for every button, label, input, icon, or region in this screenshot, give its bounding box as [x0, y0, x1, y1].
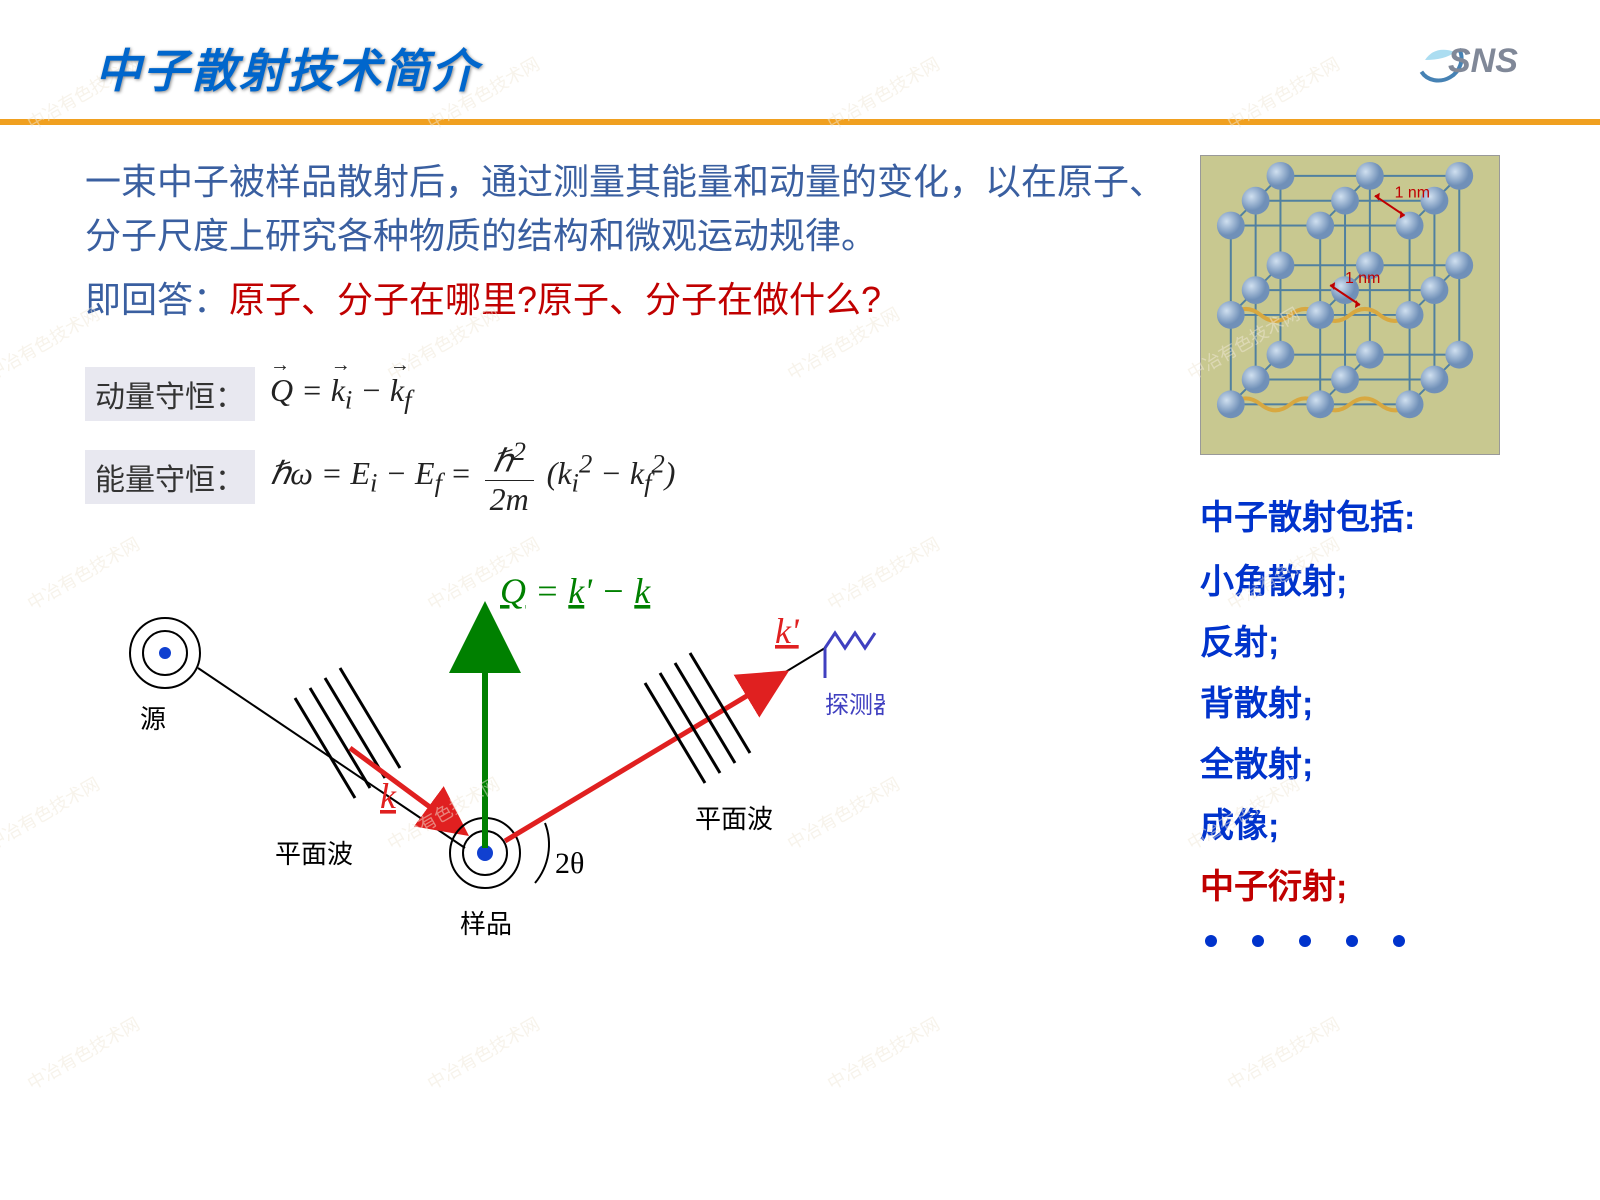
question-text: 原子、分子在哪里?原子、分子在做什么? [229, 279, 881, 320]
planewave-label-right: 平面波 [695, 804, 773, 834]
k-in-label: k [380, 776, 397, 816]
methods-list: 小角散射; 反射; 背散射; 全散射; 成像; 中子衍射; [1200, 554, 1540, 908]
slide-title: 中子散射技术简介 [95, 35, 1600, 101]
planewave-label-left: 平面波 [275, 839, 353, 869]
dot-icon [1299, 935, 1311, 947]
dot-icon [1252, 935, 1264, 947]
dots-row [1200, 920, 1540, 947]
watermark: 中冶有色技术网 [422, 1010, 544, 1096]
momentum-formula: Q = ki − kf [270, 372, 412, 415]
dot-icon [1393, 935, 1405, 947]
source-label: 源 [140, 704, 166, 734]
watermark: 中冶有色技术网 [822, 1010, 944, 1096]
k-out-label: k' [775, 611, 800, 651]
method-item-highlighted: 中子衍射; [1200, 859, 1540, 908]
momentum-label: 动量守恒： [85, 367, 255, 421]
method-item: 背散射; [1200, 676, 1540, 725]
method-item: 成像; [1200, 798, 1540, 847]
question-row: 即回答：原子、分子在哪里?原子、分子在做什么? [85, 273, 1170, 327]
dot-icon [1346, 935, 1358, 947]
angle-label: 2θ [555, 847, 584, 880]
lattice-label-2: 1 nm [1345, 270, 1380, 287]
sample-label: 样品 [460, 909, 512, 939]
lattice-diagram: 1 nm 1 nm [1200, 155, 1500, 455]
energy-conservation: 能量守恒： ℏω = Ei − Ef = ℏ22m (ki2 − kf2) [85, 436, 1170, 518]
detector-label: 探测器 [825, 692, 885, 719]
watermark: 中冶有色技术网 [1222, 1010, 1344, 1096]
momentum-conservation: 动量守恒： Q = ki − kf [85, 367, 1170, 421]
q-formula: Q = k' − k [500, 571, 651, 611]
energy-label: 能量守恒： [85, 450, 255, 504]
dot-icon [1205, 935, 1217, 947]
method-item: 反射; [1200, 615, 1540, 664]
scattering-diagram: 源 平面波 k 样品 Q = k' − [85, 553, 885, 953]
intro-text: 一束中子被样品散射后，通过测量其能量和动量的变化，以在原子、分子尺度上研究各种物… [85, 155, 1170, 263]
header: 中子散射技术简介 SNS [0, 0, 1600, 101]
methods-title: 中子散射包括: [1200, 490, 1540, 539]
energy-formula: ℏω = Ei − Ef = ℏ22m (ki2 − kf2) [270, 436, 675, 518]
sns-logo: SNS [1410, 30, 1550, 90]
question-label: 即回答： [85, 279, 229, 320]
svg-text:SNS: SNS [1448, 42, 1518, 80]
planewave-right [645, 653, 750, 783]
formulas: 动量守恒： Q = ki − kf 能量守恒： ℏω = Ei − Ef = ℏ… [85, 367, 1170, 518]
method-item: 小角散射; [1200, 554, 1540, 603]
method-item: 全散射; [1200, 737, 1540, 786]
lattice-label-1: 1 nm [1395, 185, 1430, 202]
watermark: 中冶有色技术网 [22, 1010, 144, 1096]
methods-block: 中子散射包括: 小角散射; 反射; 背散射; 全散射; 成像; 中子衍射; [1200, 490, 1540, 947]
detector-icon [825, 633, 875, 648]
